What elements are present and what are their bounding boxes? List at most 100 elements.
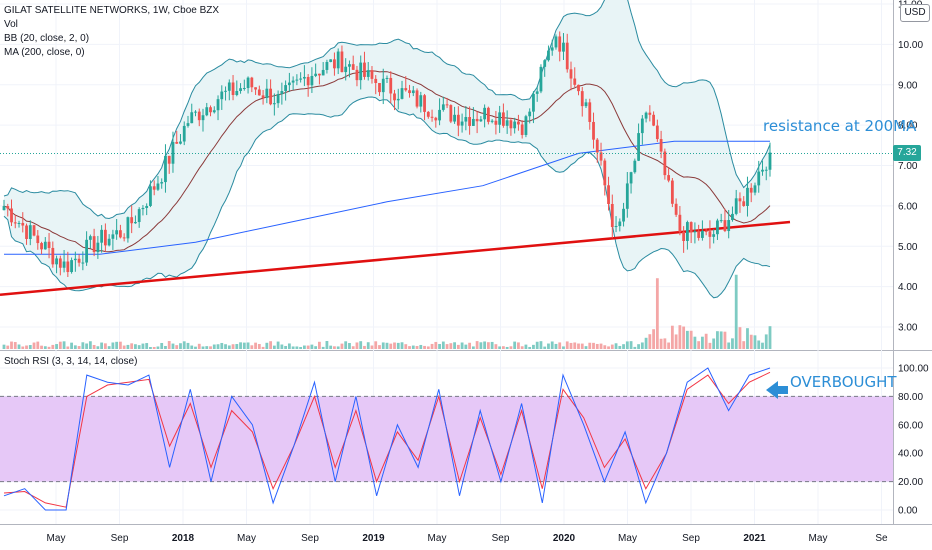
candle-body <box>107 238 111 246</box>
currency-badge[interactable]: USD <box>900 4 930 22</box>
volume-bar <box>385 342 389 349</box>
volume-bar <box>524 344 528 349</box>
candle-body <box>742 201 746 206</box>
candle-body <box>235 90 239 95</box>
volume-bar <box>685 330 689 349</box>
volume-bar <box>254 342 257 349</box>
price-tick-label: 4.00 <box>898 282 918 293</box>
candle-body <box>220 91 224 100</box>
candle-body <box>205 107 209 116</box>
volume-bar <box>419 344 423 349</box>
volume-bar <box>366 342 370 349</box>
volume-bar <box>558 342 562 349</box>
volume-bar <box>88 341 92 349</box>
volume-bar <box>456 344 460 349</box>
volume-bar <box>517 342 520 349</box>
candle-body <box>378 83 381 93</box>
candle-body <box>502 112 505 126</box>
volume-bar <box>505 346 509 349</box>
volume-bar <box>310 344 314 349</box>
volume-bar <box>85 343 89 349</box>
candle-body <box>21 222 25 226</box>
volume-bar <box>746 328 749 349</box>
volume-bar <box>164 345 167 349</box>
candle-body <box>47 241 51 248</box>
candle-body <box>697 231 701 238</box>
volume-bar <box>573 342 577 349</box>
candle-body <box>2 206 6 211</box>
volume-bar <box>719 331 723 349</box>
candle-body <box>659 139 663 152</box>
candle-body <box>731 213 734 221</box>
volume-bar <box>580 343 584 349</box>
candle-body <box>269 88 272 105</box>
volume-bar <box>723 331 727 349</box>
volume-bar <box>47 346 51 349</box>
volume-bar <box>40 345 43 349</box>
volume-bar <box>378 345 381 349</box>
candle-body <box>246 77 250 89</box>
volume-bar <box>595 343 599 349</box>
volume-bar <box>280 344 284 349</box>
candle-body <box>655 125 659 140</box>
candle-body <box>704 230 708 232</box>
candle-body <box>194 111 197 113</box>
volume-bar <box>629 341 633 349</box>
candle-body <box>250 77 254 88</box>
price-tick-label: 8.00 <box>898 121 918 132</box>
candle-body <box>81 262 85 264</box>
volume-bar <box>712 338 716 349</box>
volume-bar <box>62 341 66 349</box>
volume-bar <box>321 346 325 349</box>
candle-body <box>614 226 618 228</box>
volume-bar <box>652 329 655 349</box>
volume-bar <box>355 342 359 349</box>
candle-body <box>272 103 276 105</box>
volume-bar <box>100 342 104 349</box>
price-tick-label: 3.00 <box>898 323 918 334</box>
volume-bar <box>239 342 242 349</box>
volume-bar <box>727 342 731 349</box>
candle-body <box>167 155 171 164</box>
volume-bar <box>336 346 340 349</box>
candle-body <box>483 107 487 120</box>
volume-bar <box>761 342 764 349</box>
candle-body <box>115 230 119 235</box>
candle-body <box>389 77 393 94</box>
candle-body <box>280 91 284 95</box>
candle-body <box>141 207 145 210</box>
candle-body <box>415 90 419 107</box>
candle-body <box>629 172 633 184</box>
candle-body <box>475 118 479 122</box>
bb-upper-line <box>3 0 771 220</box>
volume-bar <box>543 346 547 349</box>
volume-bar <box>554 343 558 349</box>
candle-body <box>723 220 727 232</box>
volume-bar <box>415 345 419 349</box>
volume-bar <box>58 341 62 349</box>
bb-lower-line <box>3 96 771 299</box>
volume-bar <box>479 342 483 349</box>
volume-bar <box>471 346 475 349</box>
volume-bar <box>28 345 32 349</box>
candle-body <box>344 66 348 73</box>
candle-body <box>449 105 453 122</box>
volume-bar <box>614 343 618 349</box>
volume-bar <box>441 341 445 349</box>
volume-bar <box>528 346 532 349</box>
time-tick-label: Se <box>875 533 888 544</box>
volume-bar <box>438 343 441 349</box>
candle-body <box>287 82 291 86</box>
volume-bar <box>603 345 607 349</box>
candle-body <box>738 198 742 202</box>
candle-body <box>400 88 404 99</box>
candle-body <box>227 82 231 91</box>
volume-bar <box>73 345 77 349</box>
volume-bar <box>145 343 149 349</box>
volume-bar <box>460 342 464 349</box>
rsi-band <box>0 396 893 482</box>
candle-body <box>438 109 441 121</box>
volume-bar <box>498 346 502 349</box>
time-tick-label: May <box>809 533 828 544</box>
